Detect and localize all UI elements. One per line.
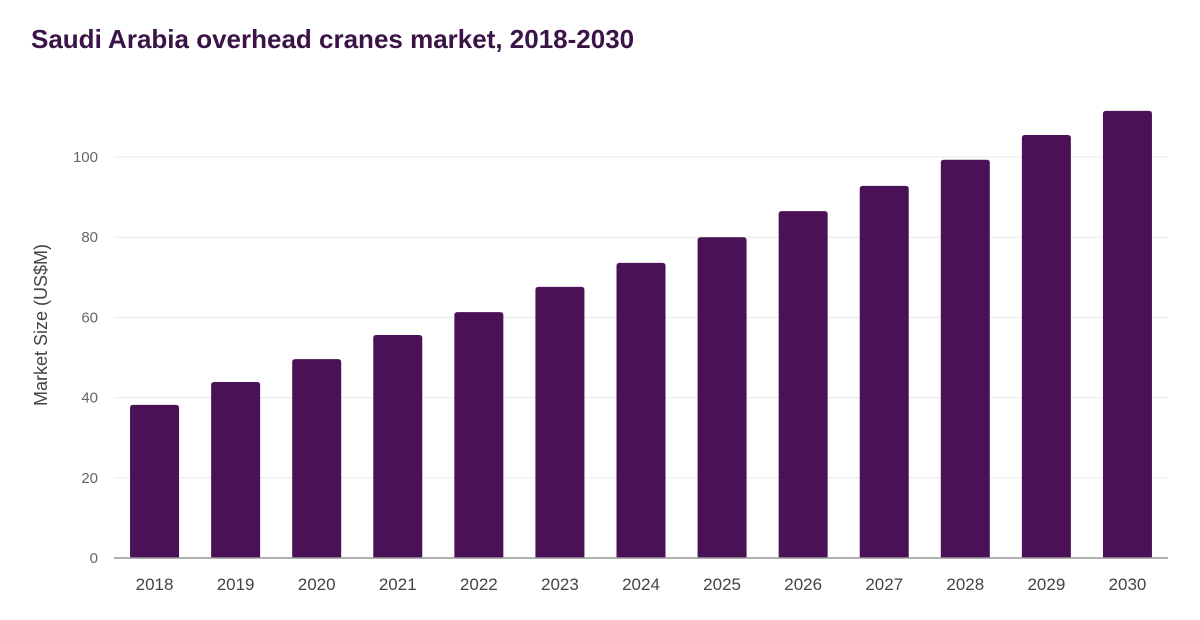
- x-tick-label: 2024: [622, 575, 660, 594]
- x-tick-label: 2019: [217, 575, 255, 594]
- x-tick-label: 2026: [784, 575, 822, 594]
- y-tick-label: 20: [81, 470, 98, 487]
- x-tick-label: 2020: [298, 575, 336, 594]
- bar-2025: [697, 237, 747, 558]
- y-tick-label: 100: [73, 149, 98, 166]
- bar-2030: [1102, 110, 1152, 558]
- y-axis-label: Market Size (US$M): [31, 244, 51, 406]
- x-tick-label: 2027: [865, 575, 903, 594]
- bar-2020: [292, 359, 342, 558]
- bar-2024: [616, 262, 666, 558]
- y-tick-label: 0: [90, 550, 98, 567]
- x-tick-label: 2030: [1109, 575, 1147, 594]
- chart-title: Saudi Arabia overhead cranes market, 201…: [31, 24, 635, 54]
- y-tick-label: 40: [81, 390, 98, 407]
- x-tick-label: 2028: [946, 575, 984, 594]
- x-tick-label: 2018: [136, 575, 174, 594]
- bar-2029: [1021, 134, 1071, 558]
- x-tick-label: 2021: [379, 575, 417, 594]
- bar-2018: [130, 404, 180, 558]
- x-tick-label: 2025: [703, 575, 741, 594]
- bar-2027: [859, 185, 909, 558]
- y-tick-label: 60: [81, 309, 98, 326]
- x-tick-label: 2022: [460, 575, 498, 594]
- bar-2026: [778, 211, 828, 558]
- bar-2022: [454, 312, 504, 558]
- y-tick-label: 80: [81, 229, 98, 246]
- bar-2023: [535, 286, 585, 558]
- x-tick-label: 2023: [541, 575, 579, 594]
- bar-2028: [940, 159, 990, 558]
- bar-2021: [373, 335, 423, 558]
- bar-2019: [211, 381, 261, 558]
- x-tick-label: 2029: [1027, 575, 1065, 594]
